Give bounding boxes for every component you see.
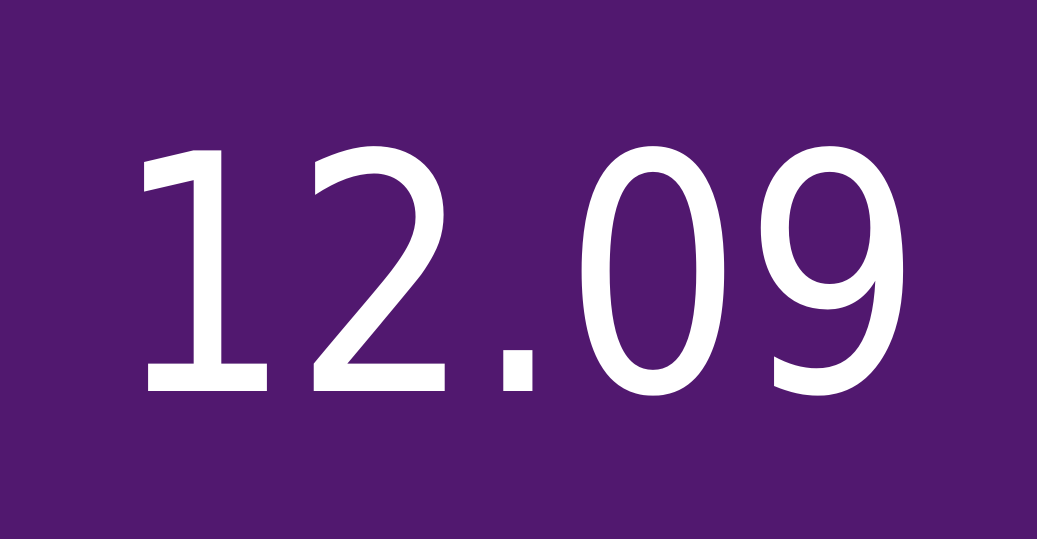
display-value: 12.09 bbox=[113, 85, 923, 469]
display-value-graphic: 12.09 bbox=[113, 85, 923, 469]
